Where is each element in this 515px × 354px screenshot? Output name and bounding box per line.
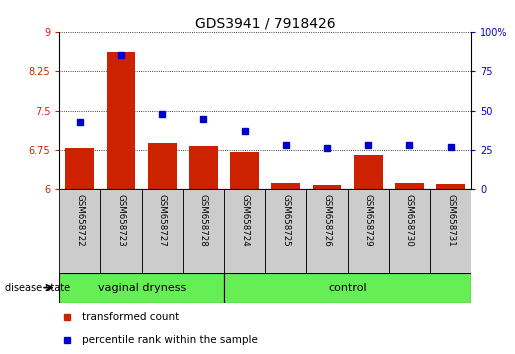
Text: GSM658725: GSM658725 [281, 194, 290, 246]
Bar [224, 189, 265, 273]
Bar [306, 189, 348, 273]
Bar [389, 189, 430, 273]
Bar [148, 143, 177, 189]
Bar [265, 189, 306, 273]
Text: transformed count: transformed count [82, 312, 179, 322]
Bar [100, 189, 142, 273]
Bar [107, 52, 135, 189]
Text: GSM658727: GSM658727 [158, 194, 167, 246]
Bar [354, 155, 383, 189]
Bar [313, 185, 341, 189]
Text: GSM658730: GSM658730 [405, 194, 414, 246]
Title: GDS3941 / 7918426: GDS3941 / 7918426 [195, 17, 336, 31]
Bar [430, 189, 471, 273]
Text: GSM658729: GSM658729 [364, 194, 373, 246]
Text: GSM658728: GSM658728 [199, 194, 208, 246]
Text: GSM658726: GSM658726 [322, 194, 332, 246]
Text: GSM658722: GSM658722 [75, 194, 84, 246]
Text: control: control [329, 282, 367, 293]
Bar [436, 184, 465, 189]
Text: GSM658724: GSM658724 [240, 194, 249, 246]
Text: GSM658723: GSM658723 [116, 194, 126, 246]
Bar [59, 189, 100, 273]
Bar [142, 189, 183, 273]
Bar [348, 189, 389, 273]
Bar [271, 183, 300, 189]
Bar [65, 148, 94, 189]
Bar [183, 189, 224, 273]
Text: disease state: disease state [5, 282, 70, 293]
Bar [230, 152, 259, 189]
Bar [224, 273, 471, 303]
Text: vaginal dryness: vaginal dryness [97, 282, 186, 293]
Bar [395, 183, 424, 189]
Text: GSM658731: GSM658731 [446, 194, 455, 246]
Bar [189, 146, 218, 189]
Bar [59, 273, 224, 303]
Text: percentile rank within the sample: percentile rank within the sample [82, 335, 258, 346]
